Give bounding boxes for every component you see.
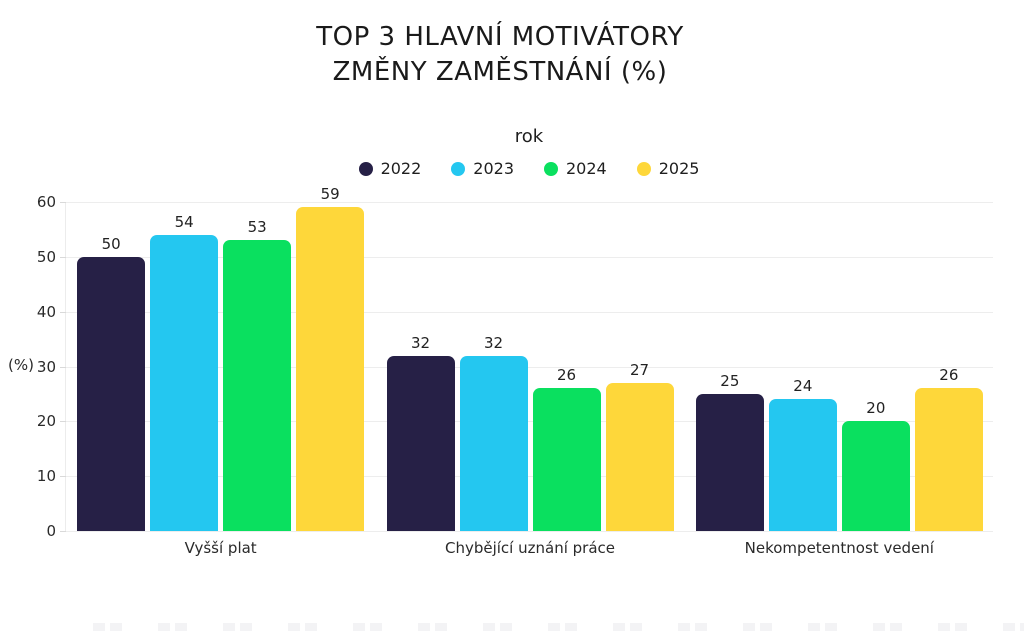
y-tick-label-30: 30: [36, 357, 56, 376]
bar-column: 32: [386, 333, 455, 531]
bar-column: 26: [914, 366, 983, 531]
gridline-0: [66, 531, 993, 532]
legend-items: 2022 2023 2024 2025: [65, 159, 993, 178]
bar-value-label: 20: [866, 399, 886, 418]
bar-column: 50: [77, 234, 146, 531]
bar-value-label: 25: [720, 371, 740, 390]
y-tick-label-10: 10: [36, 467, 56, 486]
y-tick-mark-40: [60, 311, 66, 313]
chart-title: TOP 3 HLAVNÍ MOTIVÁTORY ZMĚNY ZAMĚSTNÁNÍ…: [0, 20, 1000, 90]
bar-2022-2: [386, 355, 455, 531]
y-tick-mark-30: [60, 366, 66, 368]
bar-column: 53: [223, 218, 292, 531]
bar-value-label: 54: [174, 212, 194, 231]
category-label-3: Nekompetentnost vedení: [744, 539, 934, 557]
bar-2022-1: [77, 256, 146, 531]
legend-swatch-icon: [451, 161, 466, 176]
legend-item-label: 2024: [566, 159, 607, 178]
bar-2024-1: [223, 240, 292, 531]
category-label-2: Chybějící uznání práce: [444, 539, 615, 557]
bar-2025-1: [296, 207, 365, 531]
y-tick-label-20: 20: [36, 412, 56, 431]
bar-value-label: 32: [410, 333, 431, 352]
bottom-pattern: [93, 623, 1024, 631]
bar-value-label: 59: [320, 185, 340, 204]
bar-value-label: 26: [939, 366, 959, 385]
bar-value-label: 50: [101, 234, 121, 253]
bar-2023-3: [768, 399, 837, 531]
gridline-60: [66, 202, 993, 203]
bar-value-label: 24: [793, 377, 813, 396]
gridline-30: [66, 366, 993, 368]
y-axis-label: (%): [8, 356, 34, 374]
bar-column: 27: [605, 360, 674, 531]
category-label-1: Vyšší plat: [184, 539, 257, 557]
bar-2023-1: [150, 234, 219, 531]
plot-area: 0 10 20 30 40 50 60 50 54 53 59 Vyšší plat 32 32 26 27 C…: [37, 185, 993, 557]
bar-2022-3: [695, 393, 764, 531]
legend: rok 2022 2023 2024 2025: [65, 126, 993, 178]
bar-column: 20: [841, 399, 910, 531]
legend-item-2025[interactable]: 2025: [636, 159, 700, 178]
legend-item-2023[interactable]: 2023: [451, 159, 514, 178]
y-tick-mark-10: [60, 476, 66, 478]
gridline-40: [66, 311, 993, 313]
bar-column: 25: [695, 371, 764, 531]
bar-value-label: 53: [247, 218, 267, 237]
y-tick-mark-50: [60, 256, 66, 258]
bar-group-2: 32 32 26 27: [386, 333, 674, 531]
bar-2025-2: [605, 382, 674, 531]
y-tick-label-50: 50: [36, 247, 56, 266]
y-tick-label-60: 60: [36, 193, 56, 211]
chart-title-line2: ZMĚNY ZAMĚSTNÁNÍ (%): [332, 57, 668, 87]
bar-value-label: 32: [483, 333, 504, 352]
y-tick-label-40: 40: [36, 302, 56, 321]
y-tick-mark-20: [60, 421, 66, 423]
y-tick-label-0: 0: [46, 522, 56, 540]
bar-group-1: 50 54 53 59: [77, 185, 365, 531]
gridline-50: [66, 256, 993, 258]
bar-group-3: 25 24 20 26: [695, 366, 983, 531]
legend-item-2024[interactable]: 2024: [544, 159, 607, 178]
legend-swatch-icon: [358, 161, 373, 176]
gridline-20: [66, 421, 993, 423]
legend-swatch-icon: [636, 161, 651, 176]
bar-column: 26: [532, 366, 601, 531]
legend-item-label: 2025: [658, 159, 700, 178]
bar-2024-2: [532, 388, 601, 531]
bar-value-label: 27: [629, 360, 650, 379]
bar-2024-3: [841, 421, 910, 531]
bar-value-label: 26: [556, 366, 577, 385]
legend-swatch-icon: [544, 161, 558, 176]
bar-column: 24: [768, 377, 837, 531]
bar-column: 32: [459, 333, 528, 531]
bar-column: 54: [150, 212, 219, 531]
legend-item-label: 2023: [473, 159, 514, 178]
bar-column: 59: [296, 185, 365, 531]
chart-title-line1: TOP 3 HLAVNÍ MOTIVÁTORY: [316, 22, 684, 52]
y-tick-mark-0: [60, 531, 66, 532]
bar-2023-2: [459, 355, 528, 531]
y-tick-mark-60: [60, 202, 66, 203]
bar-2025-3: [914, 388, 983, 531]
legend-title: rok: [514, 126, 544, 147]
legend-item-2022[interactable]: 2022: [358, 159, 422, 178]
gridline-10: [66, 476, 993, 478]
legend-item-label: 2022: [380, 159, 422, 178]
